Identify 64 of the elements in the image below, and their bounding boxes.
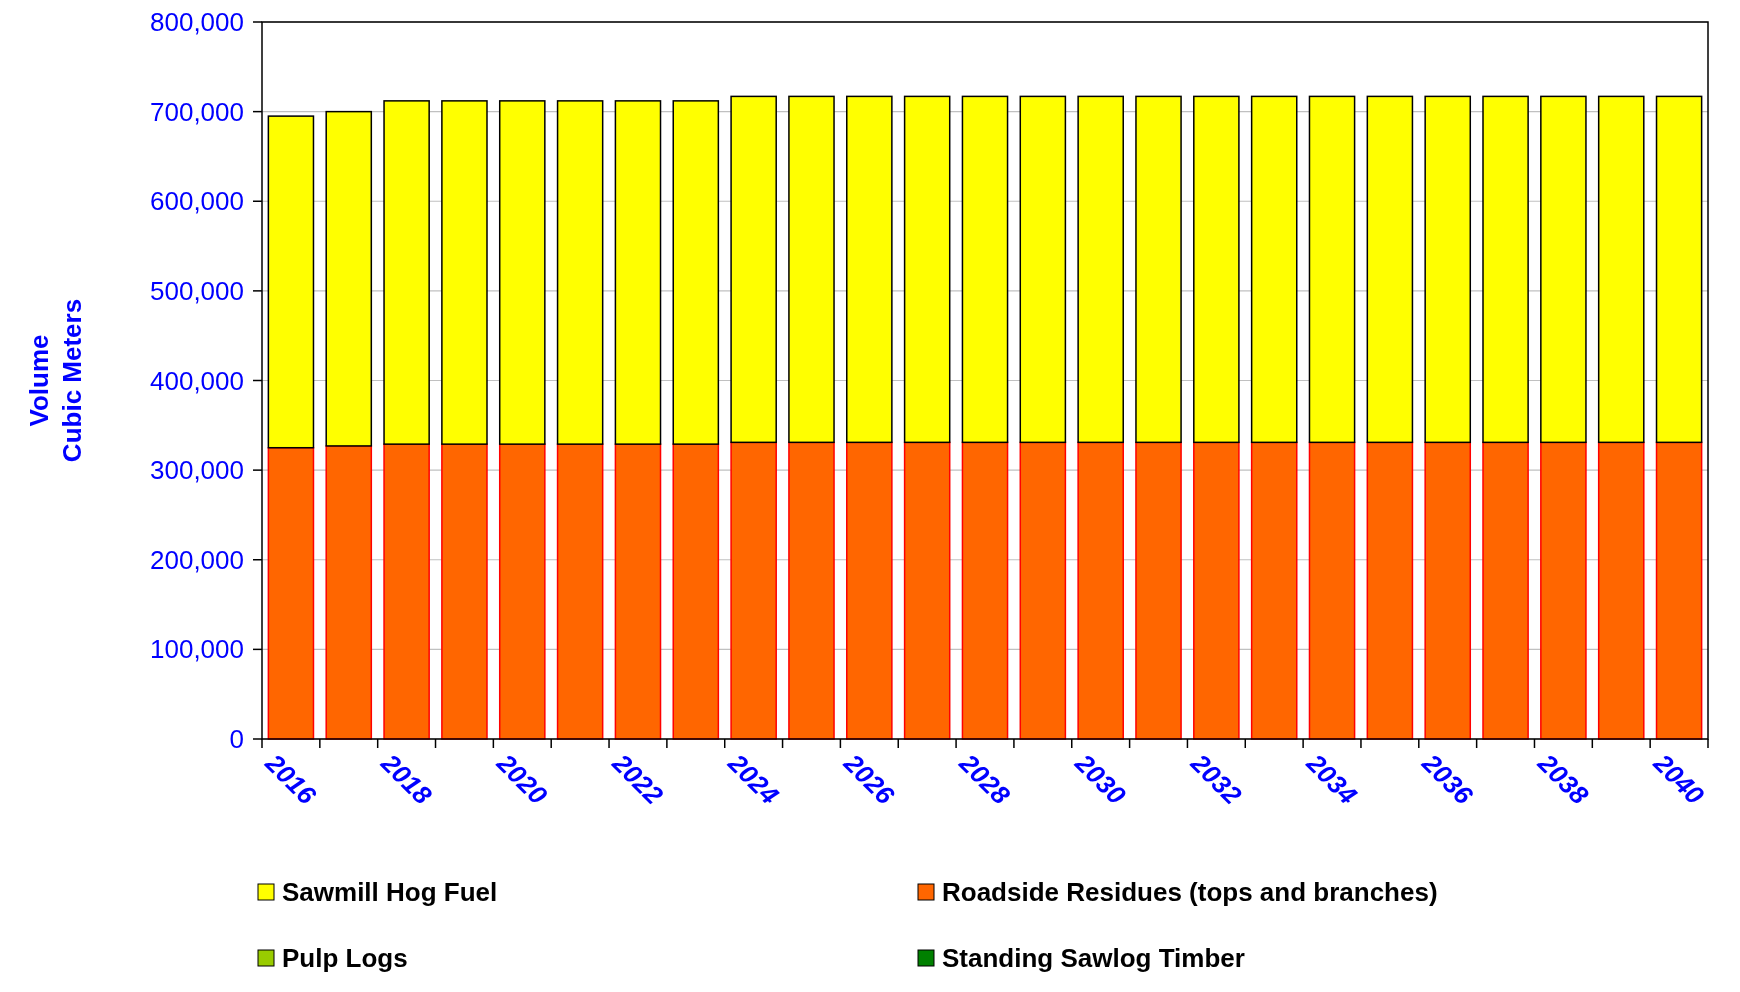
bar [1308, 441, 1356, 740]
y-axis-title: Volume Cubic Meters [24, 298, 87, 463]
bar [614, 443, 662, 740]
y-tick-label: 600,000 [150, 186, 244, 217]
bar [1193, 95, 1240, 444]
bar [1540, 441, 1587, 740]
bar [1077, 95, 1124, 444]
y-tick-label: 100,000 [150, 634, 244, 665]
bar [1655, 95, 1703, 444]
bar [903, 95, 951, 444]
bar [1193, 441, 1240, 740]
legend-label: Standing Sawlog Timber [942, 943, 1245, 974]
bar [788, 95, 835, 444]
bar [498, 443, 546, 740]
bar [961, 441, 1009, 740]
bar [556, 443, 604, 740]
bar [846, 95, 893, 444]
y-tick-label: 800,000 [150, 7, 244, 38]
bar [1135, 95, 1182, 444]
bar [1597, 441, 1645, 740]
y-tick-label: 200,000 [150, 544, 244, 575]
bar [383, 100, 430, 445]
y-tick-label: 400,000 [150, 365, 244, 396]
bar [441, 100, 488, 445]
bar [1366, 441, 1414, 740]
bar [1019, 441, 1067, 740]
bar [1250, 95, 1298, 444]
bar [672, 100, 720, 445]
legend-label: Sawmill Hog Fuel [282, 877, 498, 908]
bar [1019, 95, 1067, 444]
bar [788, 441, 835, 740]
bar [1250, 441, 1298, 740]
y-tick-label: 0 [229, 724, 244, 755]
bar [325, 110, 373, 447]
bar [383, 443, 430, 740]
bar [1135, 441, 1182, 740]
bar [441, 443, 488, 740]
bar [1308, 95, 1356, 444]
bar [672, 443, 720, 740]
bar [1366, 95, 1414, 444]
legend-label: Pulp Logs [282, 943, 408, 974]
bar [614, 100, 662, 445]
bar [903, 441, 951, 740]
y-tick-label: 300,000 [150, 455, 244, 486]
bar [498, 100, 546, 445]
bar [1540, 95, 1587, 444]
bar [1482, 441, 1529, 740]
bar [730, 441, 777, 740]
bar [961, 95, 1009, 444]
bar [267, 446, 315, 740]
bar [1482, 95, 1529, 444]
bar [267, 115, 315, 449]
bar [1597, 95, 1645, 444]
bar [1424, 441, 1472, 740]
bar [1655, 441, 1703, 740]
bar [846, 441, 893, 740]
y-tick-label: 700,000 [150, 96, 244, 127]
bar [1077, 441, 1124, 740]
legend-label: Roadside Residues (tops and branches) [942, 877, 1438, 908]
bar [730, 95, 777, 444]
bar [325, 445, 373, 740]
bar [556, 100, 604, 445]
bar [1424, 95, 1472, 444]
y-tick-label: 500,000 [150, 275, 244, 306]
